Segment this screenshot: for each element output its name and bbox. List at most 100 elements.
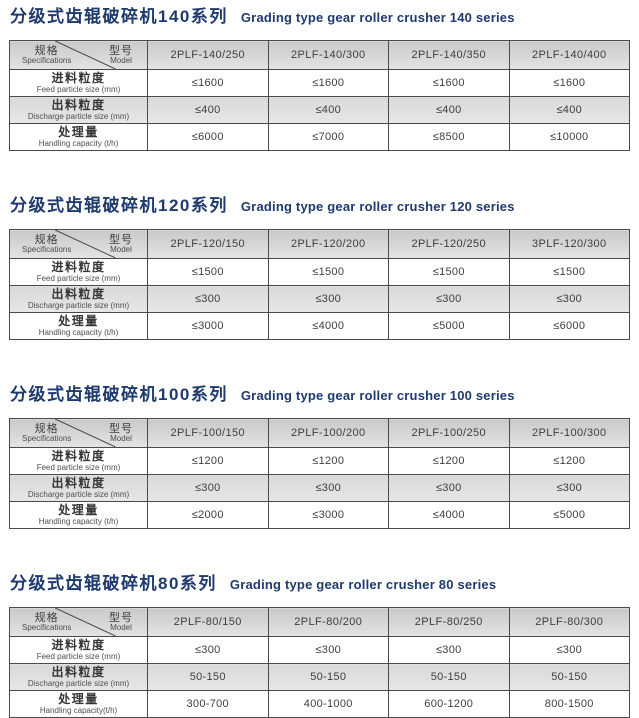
table-row-handling-capacity: 处理量 Handling capacity(t/h) 300-700 400-1… bbox=[9, 690, 630, 718]
spec-model-header-cell: 规格 Specifications 型号 Model bbox=[9, 607, 148, 637]
row-label-cell: 进料粒度 Feed particle size (mm) bbox=[9, 69, 148, 97]
table-row-feed-particle-size: 进料粒度 Feed particle size (mm) ≤1600 ≤1600… bbox=[9, 69, 630, 97]
value-cell: ≤400 bbox=[508, 96, 630, 124]
value-cell: ≤300 bbox=[388, 636, 510, 664]
table-row-discharge-particle-size: 出料粒度 Discharge particle size (mm) ≤300 ≤… bbox=[9, 285, 630, 313]
value-cell: 800-1500 bbox=[508, 690, 630, 718]
value-cell: 50-150 bbox=[147, 663, 269, 691]
value-cell: ≤1500 bbox=[508, 258, 630, 286]
section-title: 分级式齿辊破碎机120系列 Grading type gear roller c… bbox=[10, 191, 630, 216]
model-label-zh: 型号 bbox=[109, 423, 133, 436]
value-cell: ≤1200 bbox=[388, 447, 510, 475]
value-cell: ≤300 bbox=[147, 474, 269, 502]
specifications-label-en: Specifications bbox=[22, 245, 72, 255]
model-column-header: 2PLF-80/250 bbox=[388, 607, 510, 637]
section-title: 分级式齿辊破碎机100系列 Grading type gear roller c… bbox=[10, 380, 630, 405]
specifications-label-en: Specifications bbox=[22, 56, 72, 66]
model-column-header: 3PLF-120/300 bbox=[508, 229, 630, 259]
model-label-zh: 型号 bbox=[109, 234, 133, 247]
value-cell: ≤1600 bbox=[147, 69, 269, 97]
value-cell: 300-700 bbox=[147, 690, 269, 718]
row-label-zh: 出料粒度 bbox=[51, 97, 106, 112]
spec-table: 规格 Specifications 型号 Model 2PLF-140/250 … bbox=[9, 40, 630, 151]
row-label-cell: 出料粒度 Discharge particle size (mm) bbox=[9, 285, 148, 313]
model-column-header: 2PLF-80/300 bbox=[508, 607, 630, 637]
model-header: 型号 Model bbox=[109, 44, 133, 67]
series-section-100: 分级式齿辊破碎机100系列 Grading type gear roller c… bbox=[9, 380, 630, 529]
row-label-en: Discharge particle size (mm) bbox=[27, 301, 130, 311]
model-label-en: Model bbox=[110, 623, 132, 633]
page-content: 分级式齿辊破碎机140系列 Grading type gear roller c… bbox=[9, 2, 630, 718]
row-label-cell: 出料粒度 Discharge particle size (mm) bbox=[9, 663, 148, 691]
row-label-zh: 处理量 bbox=[58, 313, 99, 328]
row-label-en: Discharge particle size (mm) bbox=[27, 112, 130, 122]
value-cell: 600-1200 bbox=[388, 690, 510, 718]
model-column-header: 2PLF-120/150 bbox=[147, 229, 269, 259]
table-row-feed-particle-size: 进料粒度 Feed particle size (mm) ≤300 ≤300 ≤… bbox=[9, 636, 630, 664]
table-header-row: 规格 Specifications 型号 Model 2PLF-80/150 2… bbox=[9, 607, 630, 637]
table-row-handling-capacity: 处理量 Handling capacity (t/h) ≤2000 ≤3000 … bbox=[9, 501, 630, 529]
section-title-en: Grading type gear roller crusher 120 ser… bbox=[240, 199, 515, 214]
row-label-cell: 处理量 Handling capacity(t/h) bbox=[9, 690, 148, 718]
specifications-header: 规格 Specifications bbox=[22, 233, 71, 256]
model-label-en: Model bbox=[110, 56, 132, 66]
spec-model-header-content: 规格 Specifications 型号 Model bbox=[10, 230, 147, 258]
section-title-en: Grading type gear roller crusher 100 ser… bbox=[240, 388, 515, 403]
section-title-zh: 分级式齿辊破碎机120系列 bbox=[10, 196, 228, 215]
row-label-cell: 处理量 Handling capacity (t/h) bbox=[9, 501, 148, 529]
value-cell: ≤1600 bbox=[267, 69, 389, 97]
section-title-en: Grading type gear roller crusher 80 seri… bbox=[229, 577, 497, 592]
table-header-row: 规格 Specifications 型号 Model 2PLF-140/250 … bbox=[9, 40, 630, 70]
value-cell: ≤300 bbox=[508, 285, 630, 313]
value-cell: ≤1600 bbox=[388, 69, 510, 97]
value-cell: ≤300 bbox=[147, 285, 269, 313]
value-cell: ≤4000 bbox=[267, 312, 389, 340]
model-column-header: 2PLF-140/300 bbox=[267, 40, 389, 70]
row-label-zh: 出料粒度 bbox=[51, 475, 106, 490]
model-header: 型号 Model bbox=[109, 422, 133, 445]
model-column-header: 2PLF-80/150 bbox=[147, 607, 269, 637]
value-cell: ≤400 bbox=[147, 96, 269, 124]
model-column-header: 2PLF-100/200 bbox=[267, 418, 389, 448]
value-cell: ≤6000 bbox=[147, 123, 269, 151]
row-label-zh: 出料粒度 bbox=[51, 664, 106, 679]
value-cell: ≤1500 bbox=[267, 258, 389, 286]
table-header-row: 规格 Specifications 型号 Model 2PLF-100/150 … bbox=[9, 418, 630, 448]
value-cell: ≤8500 bbox=[388, 123, 510, 151]
row-label-cell: 出料粒度 Discharge particle size (mm) bbox=[9, 474, 148, 502]
row-label-zh: 出料粒度 bbox=[51, 286, 106, 301]
section-title-zh: 分级式齿辊破碎机140系列 bbox=[10, 7, 228, 26]
specifications-label-zh: 规格 bbox=[34, 423, 59, 436]
table-row-handling-capacity: 处理量 Handling capacity (t/h) ≤3000 ≤4000 … bbox=[9, 312, 630, 340]
table-row-handling-capacity: 处理量 Handling capacity (t/h) ≤6000 ≤7000 … bbox=[9, 123, 630, 151]
section-title-en: Grading type gear roller crusher 140 ser… bbox=[240, 10, 515, 25]
value-cell: ≤300 bbox=[267, 636, 389, 664]
value-cell: ≤3000 bbox=[147, 312, 269, 340]
value-cell: ≤3000 bbox=[267, 501, 389, 529]
spec-table: 规格 Specifications 型号 Model 2PLF-120/150 … bbox=[9, 229, 630, 340]
value-cell: ≤2000 bbox=[147, 501, 269, 529]
model-label-en: Model bbox=[110, 245, 132, 255]
value-cell: ≤300 bbox=[388, 474, 510, 502]
section-title: 分级式齿辊破碎机80系列 Grading type gear roller cr… bbox=[10, 569, 630, 594]
row-label-zh: 进料粒度 bbox=[51, 259, 106, 274]
row-label-en: Feed particle size (mm) bbox=[36, 463, 121, 473]
specifications-label-zh: 规格 bbox=[34, 612, 59, 625]
model-column-header: 2PLF-80/200 bbox=[267, 607, 389, 637]
spec-model-header-content: 规格 Specifications 型号 Model bbox=[10, 419, 147, 447]
value-cell: ≤7000 bbox=[267, 123, 389, 151]
row-label-zh: 处理量 bbox=[58, 502, 99, 517]
spec-table: 规格 Specifications 型号 Model 2PLF-100/150 … bbox=[9, 418, 630, 529]
value-cell: ≤300 bbox=[267, 474, 389, 502]
row-label-en: Feed particle size (mm) bbox=[36, 652, 121, 662]
model-label-zh: 型号 bbox=[109, 45, 133, 58]
row-label-cell: 进料粒度 Feed particle size (mm) bbox=[9, 258, 148, 286]
specifications-header: 规格 Specifications bbox=[22, 422, 71, 445]
model-column-header: 2PLF-140/350 bbox=[388, 40, 510, 70]
value-cell: ≤5000 bbox=[508, 501, 630, 529]
table-header-row: 规格 Specifications 型号 Model 2PLF-120/150 … bbox=[9, 229, 630, 259]
value-cell: ≤400 bbox=[267, 96, 389, 124]
diagonal-divider-line bbox=[10, 608, 147, 636]
specifications-header: 规格 Specifications bbox=[22, 611, 71, 634]
specifications-label-en: Specifications bbox=[22, 434, 72, 444]
